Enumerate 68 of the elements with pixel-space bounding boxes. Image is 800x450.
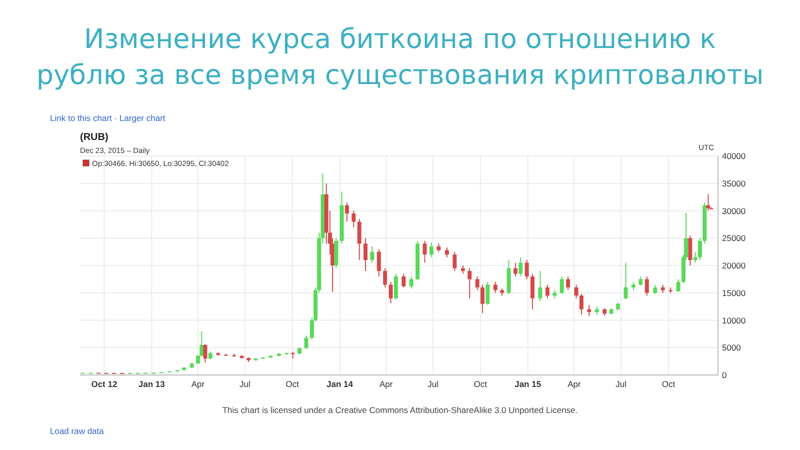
candlestick: [545, 284, 550, 299]
candlestick: [688, 234, 692, 266]
x-tick-label: Jan 13: [138, 379, 166, 389]
x-tick-label: Apr: [380, 379, 393, 389]
candlestick: [518, 256, 523, 277]
candlestick: [486, 281, 490, 306]
candlestick: [475, 276, 480, 291]
candlestick: [444, 246, 449, 258]
candlestick: [579, 293, 584, 316]
candlestick: [524, 260, 529, 280]
candlestick: [352, 210, 356, 228]
candlestick: [422, 240, 427, 264]
x-tick-label: Apr: [568, 379, 581, 389]
x-tick-label: Apr: [191, 379, 205, 389]
candlestick: [566, 276, 570, 291]
y-tick-label: 15000: [722, 288, 746, 298]
text: Link to this chart · Larger chart: [50, 113, 166, 123]
text: This chart is licensed under a Creative Commons Attribution-ShareAlike 3.0 Unported License.: [222, 405, 578, 415]
candlestick: [638, 276, 643, 286]
x-tick-label: Jan 14: [326, 379, 354, 389]
candlestick: [409, 276, 414, 289]
chart-subtitle: (RUB): [80, 132, 108, 143]
candlestick: [676, 278, 680, 292]
candlestick: [587, 304, 592, 316]
candlestick: [364, 238, 368, 272]
candlestick: [304, 335, 308, 350]
candlestick: [357, 218, 362, 261]
candlestick: [370, 246, 374, 264]
candlestick: [560, 276, 564, 294]
candlestick: [388, 281, 393, 304]
x-tick-label: Jan 15: [514, 379, 542, 389]
x-tick-label: Jul: [239, 379, 250, 389]
candlestick: [624, 262, 628, 300]
candlestick: [480, 284, 484, 314]
candlestick: [644, 276, 649, 296]
candlestick: [693, 251, 698, 264]
y-tick-label: 5000: [722, 342, 742, 353]
y-tick-label: 20000: [722, 260, 746, 270]
candlestick: [402, 273, 406, 288]
y-tick-label: 40000: [722, 151, 746, 161]
candlestick: [203, 344, 208, 363]
candlestick: [574, 284, 578, 299]
y-tick-label: 30000: [722, 206, 746, 216]
y-tick-label: 0: [722, 370, 727, 380]
candlestick: [538, 270, 542, 302]
candlestick: [429, 242, 434, 258]
candlestick: [344, 202, 349, 222]
chart-title: Изменение курса биткоина по отношению к рублю за все время существования криптовалюты: [36, 24, 764, 91]
candlestick: [513, 262, 518, 277]
y-tick-label: 35000: [722, 178, 746, 188]
y-tick-label: 10000: [722, 315, 746, 326]
candlestick: [493, 281, 498, 294]
candlestick: [698, 238, 702, 261]
candlestick: [653, 284, 658, 294]
candlestick: [468, 268, 472, 299]
x-tick-label: Oct: [662, 379, 676, 389]
candlestick: [383, 268, 388, 288]
x-tick-label: Jul: [616, 379, 627, 389]
candlestick: [530, 273, 534, 310]
text: Load raw data: [50, 426, 104, 436]
x-tick-label: Oct: [286, 379, 300, 389]
y-tick-label: 25000: [722, 233, 746, 244]
x-tick-label: Oct: [474, 379, 488, 389]
candlestick: [376, 248, 381, 277]
x-tick-label: Oct 12: [91, 379, 118, 389]
candlestick: [394, 273, 398, 300]
candlestick: [452, 251, 457, 272]
x-tick-label: Jul: [428, 379, 439, 389]
